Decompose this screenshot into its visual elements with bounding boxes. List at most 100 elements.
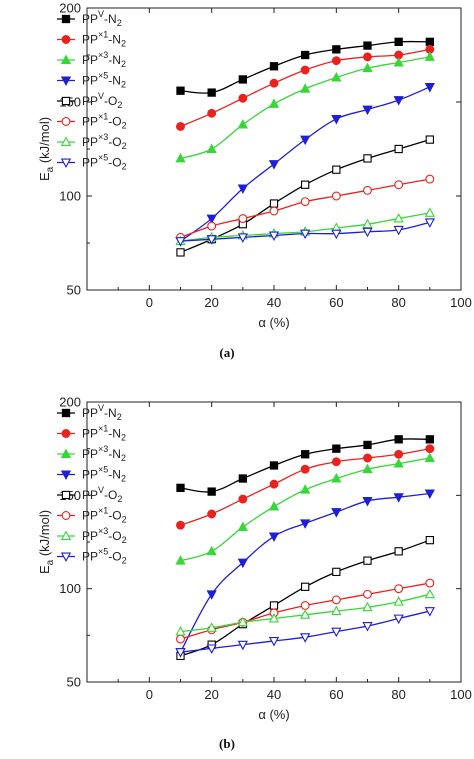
data-point: [301, 180, 310, 189]
data-point: [424, 207, 435, 217]
data-point: [300, 464, 310, 474]
x-tick-label: 20: [204, 687, 218, 702]
data-point: [394, 180, 404, 190]
legend-marker: [60, 76, 72, 87]
data-point: [393, 493, 404, 503]
data-point: [206, 235, 217, 245]
data-point: [362, 622, 373, 632]
data-point: [424, 607, 435, 617]
data-point: [237, 521, 248, 532]
data-point: [363, 589, 372, 599]
data-point: [424, 83, 435, 93]
data-point: [237, 640, 248, 651]
x-axis-title: α (%): [258, 315, 289, 330]
data-point: [332, 45, 341, 54]
data-point: [206, 143, 217, 153]
y-tick-label: 200: [59, 1, 81, 16]
data-point: [362, 227, 373, 238]
legend-label: PP×1-N2: [82, 30, 126, 49]
data-point: [425, 174, 435, 184]
panel-caption: (a): [219, 345, 234, 360]
data-point: [300, 135, 311, 146]
data-point: [268, 636, 280, 647]
data-point: [301, 50, 310, 60]
data-point: [331, 605, 342, 616]
data-point: [425, 578, 435, 588]
data-point: [425, 435, 434, 444]
x-tick-label: 100: [450, 687, 472, 702]
data-point: [331, 114, 342, 125]
data-point: [425, 37, 434, 46]
legend-marker: [60, 54, 72, 64]
x-tick-label: 80: [391, 295, 405, 310]
data-point: [269, 461, 279, 470]
legend-marker: [61, 14, 71, 24]
data-point: [362, 218, 373, 229]
legend-marker: [61, 511, 71, 520]
legend-label: PP×3-N2: [82, 444, 126, 463]
series-0: [176, 435, 434, 496]
data-point: [237, 558, 248, 569]
data-point: [424, 218, 435, 228]
series-2: [175, 452, 435, 565]
data-point: [300, 65, 310, 75]
data-point: [237, 616, 248, 627]
data-point: [424, 452, 435, 462]
data-point: [176, 634, 185, 644]
legend-label: PP×5-O2: [82, 547, 127, 566]
data-point: [175, 648, 186, 658]
chart-panel-a: 02040608010050100150200α (%)Ea (kJ/mol)P…: [37, 1, 472, 361]
data-point: [331, 508, 342, 518]
data-point: [268, 612, 280, 623]
data-point: [362, 62, 373, 73]
legend-marker: [60, 530, 72, 540]
data-point: [238, 75, 247, 84]
data-point: [331, 457, 341, 467]
legend-marker: [60, 158, 72, 169]
legend-marker: [61, 408, 71, 418]
y-axis-title: Ea (kJ/mol): [37, 510, 56, 574]
legend-label: PP×3-N2: [82, 50, 126, 69]
data-point: [268, 532, 280, 542]
data-point: [363, 185, 372, 195]
data-point: [331, 71, 342, 82]
data-point: [394, 37, 403, 46]
y-tick-label: 50: [67, 675, 81, 690]
series-5: [176, 174, 435, 242]
data-point: [206, 214, 217, 225]
x-tick-label: 20: [204, 295, 218, 310]
data-point: [363, 154, 372, 163]
legend-label: PP×5-N2: [82, 465, 126, 484]
data-point: [176, 86, 185, 95]
data-point: [425, 535, 434, 545]
series-6: [175, 588, 435, 636]
data-point: [300, 601, 310, 610]
legend-label: PP×5-O2: [82, 153, 127, 172]
data-point: [237, 184, 248, 195]
data-point: [331, 229, 342, 240]
legend-marker: [60, 136, 72, 146]
data-point: [300, 633, 311, 643]
legend-marker: [60, 552, 72, 563]
legend-marker: [61, 490, 71, 500]
data-point: [175, 626, 186, 636]
data-point: [331, 472, 342, 483]
data-point: [269, 78, 279, 88]
legend-marker: [61, 429, 71, 438]
data-point: [331, 595, 341, 605]
y-axis-title: Ea (kJ/mol): [37, 117, 56, 181]
data-point: [425, 444, 435, 454]
data-point: [238, 93, 248, 103]
x-tick-label: 80: [391, 687, 405, 702]
data-point: [362, 105, 373, 116]
data-point: [393, 225, 404, 236]
data-point: [238, 494, 248, 504]
data-point: [394, 584, 404, 594]
data-point: [268, 500, 280, 511]
data-point: [363, 440, 372, 450]
data-point: [207, 88, 216, 97]
data-point: [175, 152, 186, 163]
data-point: [363, 52, 372, 62]
